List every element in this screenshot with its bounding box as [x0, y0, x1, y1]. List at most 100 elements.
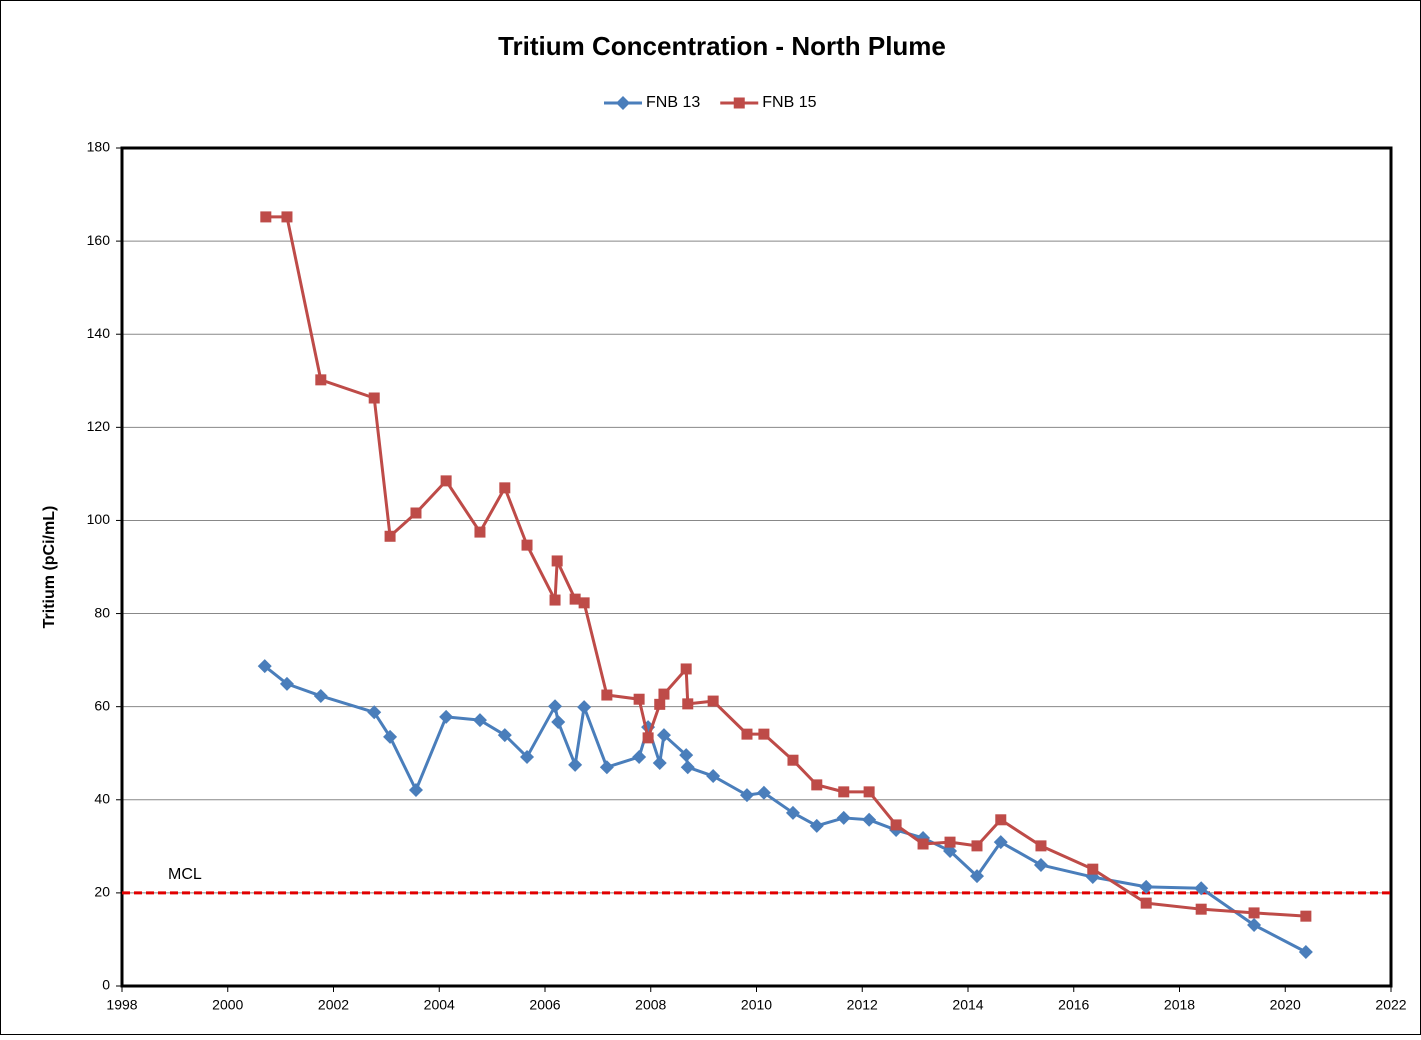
marker	[313, 688, 328, 703]
marker	[633, 693, 645, 705]
marker	[944, 836, 956, 848]
x-tick-label: 2004	[424, 997, 455, 1013]
y-axis-title: Tritium (pCi/mL)	[41, 506, 58, 629]
y-tick-label: 160	[87, 232, 111, 248]
marker	[499, 482, 511, 494]
marker	[549, 594, 561, 606]
marker	[577, 700, 592, 715]
marker	[1298, 945, 1313, 960]
marker	[1248, 907, 1260, 919]
marker	[1300, 910, 1312, 922]
marker	[384, 530, 396, 542]
marker	[862, 812, 877, 827]
x-tick-label: 2006	[529, 997, 560, 1013]
legend-label: FNB 15	[762, 94, 816, 111]
x-tick-label: 2002	[318, 997, 349, 1013]
marker	[578, 597, 590, 609]
marker	[568, 757, 583, 772]
marker	[758, 728, 770, 740]
marker	[281, 211, 293, 223]
marker	[440, 475, 452, 487]
marker	[410, 507, 422, 519]
marker	[408, 783, 423, 798]
marker	[890, 819, 902, 831]
marker	[569, 593, 581, 605]
marker	[733, 97, 745, 109]
legend-label: FNB 13	[646, 94, 700, 111]
marker	[654, 698, 666, 710]
y-tick-label: 120	[87, 418, 111, 434]
marker	[1139, 879, 1154, 894]
marker	[756, 785, 771, 800]
marker	[260, 211, 272, 223]
x-tick-label: 2012	[847, 997, 878, 1013]
marker	[632, 749, 647, 764]
marker	[520, 749, 535, 764]
y-tick-label: 140	[87, 325, 111, 341]
marker	[497, 728, 512, 743]
marker	[969, 869, 984, 884]
marker	[367, 705, 382, 720]
marker	[652, 755, 667, 770]
x-tick-label: 2000	[212, 997, 243, 1013]
marker	[599, 760, 614, 775]
marker	[548, 699, 563, 714]
marker	[707, 695, 719, 707]
marker	[682, 698, 694, 710]
marker	[472, 713, 487, 728]
x-tick-label: 2020	[1270, 997, 1301, 1013]
marker	[917, 838, 929, 850]
marker	[971, 840, 983, 852]
y-tick-label: 180	[87, 139, 111, 155]
marker	[741, 728, 753, 740]
marker	[706, 769, 721, 784]
marker	[1033, 857, 1048, 872]
y-tick-label: 100	[87, 511, 111, 527]
x-tick-label: 1998	[106, 997, 137, 1013]
y-tick-label: 80	[94, 604, 110, 620]
marker	[1195, 903, 1207, 915]
y-tick-label: 60	[94, 697, 110, 713]
x-tick-label: 2016	[1058, 997, 1089, 1013]
marker	[809, 818, 824, 833]
plot-area	[120, 146, 1393, 988]
marker	[1087, 863, 1099, 875]
marker	[836, 810, 851, 825]
y-tick-label: 0	[102, 977, 110, 993]
x-tick-label: 2010	[741, 997, 772, 1013]
marker	[1194, 881, 1209, 896]
marker	[811, 779, 823, 791]
marker	[368, 392, 380, 404]
x-tick-label: 2014	[952, 997, 983, 1013]
marker	[785, 805, 800, 820]
marker	[787, 754, 799, 766]
marker	[439, 709, 454, 724]
marker	[1247, 918, 1262, 933]
marker	[656, 728, 671, 743]
marker	[616, 96, 630, 110]
x-tick-label: 2018	[1164, 997, 1195, 1013]
marker	[995, 814, 1007, 826]
x-tick-label: 2008	[635, 997, 666, 1013]
marker	[739, 788, 754, 803]
marker	[521, 539, 533, 551]
marker	[551, 555, 563, 567]
marker	[257, 659, 272, 674]
marker	[680, 663, 692, 675]
y-tick-label: 20	[94, 884, 110, 900]
marker	[863, 786, 875, 798]
marker	[551, 715, 566, 730]
marker	[838, 786, 850, 798]
y-tick-label: 40	[94, 790, 110, 806]
marker	[993, 835, 1008, 850]
marker	[601, 689, 613, 701]
reference-label: MCL	[168, 866, 202, 883]
marker	[658, 688, 670, 700]
marker	[680, 760, 695, 775]
marker	[474, 526, 486, 538]
marker	[383, 729, 398, 744]
marker	[642, 732, 654, 744]
chart-title: Tritium Concentration - North Plume	[498, 31, 946, 61]
